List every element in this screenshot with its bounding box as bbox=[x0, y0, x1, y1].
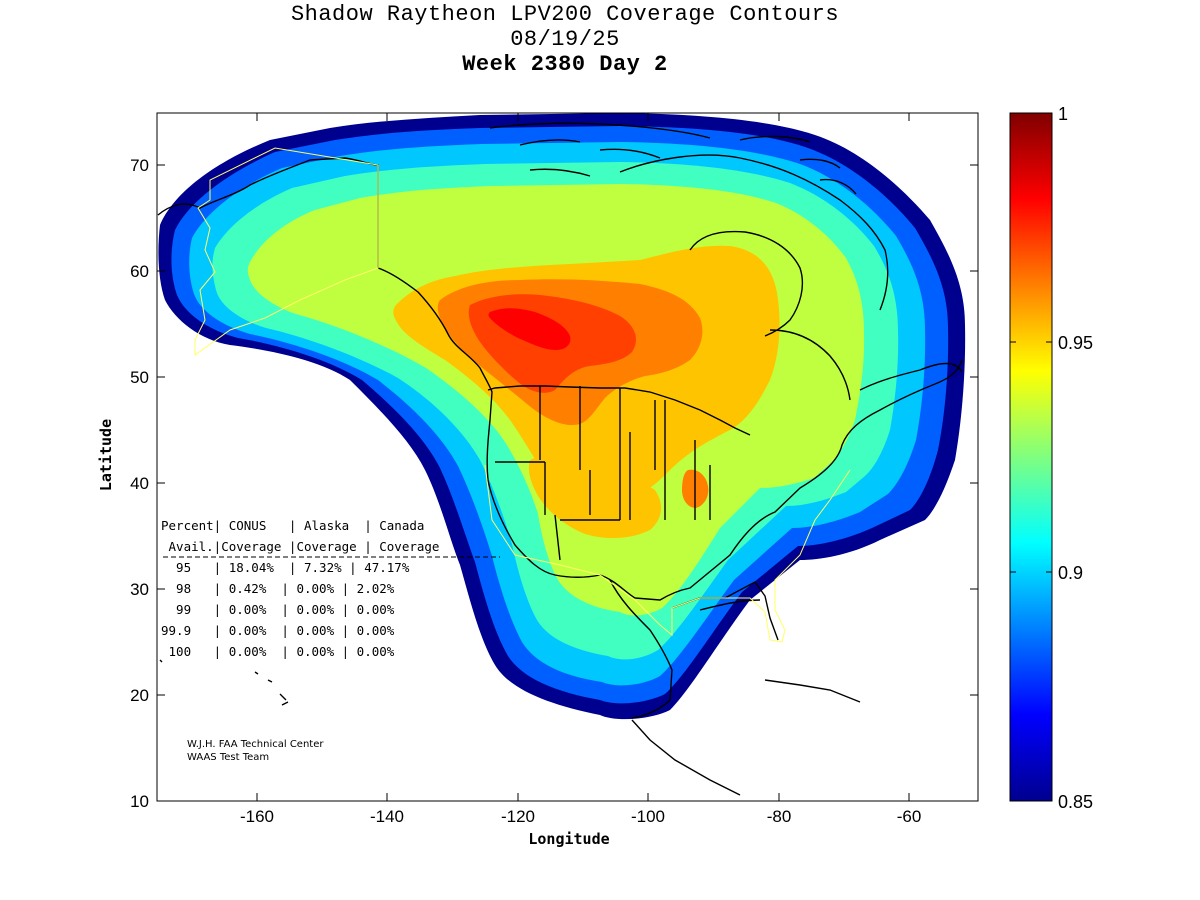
chart-date: 08/19/25 bbox=[510, 27, 620, 52]
x-tick-marks bbox=[256, 113, 910, 801]
colorbar bbox=[1009, 112, 1053, 802]
colorbar-label: 0.9 bbox=[1058, 563, 1083, 583]
x-axis-title: Longitude bbox=[528, 830, 609, 848]
y-axis-title: Latitude bbox=[97, 419, 115, 491]
x-tick-label: -120 bbox=[501, 807, 535, 826]
chart-week-day: Week 2380 Day 2 bbox=[462, 52, 668, 77]
colorbar-ticks bbox=[1010, 112, 1052, 802]
y-tick-label: 40 bbox=[130, 474, 149, 493]
x-tick-label: -100 bbox=[631, 807, 665, 826]
stats-row: 98 | 0.42% | 0.00% | 2.02% bbox=[161, 581, 395, 596]
stats-table: Percent| CONUS | Alaska | Canada Avail.|… bbox=[161, 518, 500, 659]
contour-band-095-south bbox=[528, 453, 662, 539]
coverage-contours bbox=[158, 113, 966, 720]
x-tick-label: -80 bbox=[767, 807, 792, 826]
y-tick-label: 50 bbox=[130, 368, 149, 387]
stats-header-2: Avail.|Coverage |Coverage | Coverage bbox=[161, 539, 439, 554]
y-tick-label: 70 bbox=[130, 156, 149, 175]
x-tick-label: -140 bbox=[370, 807, 404, 826]
y-tick-label: 30 bbox=[130, 580, 149, 599]
chart-title: Shadow Raytheon LPV200 Coverage Contours bbox=[290, 2, 840, 27]
contour-band-max bbox=[488, 308, 571, 350]
stats-row: 99.9 | 0.00% | 0.00% | 0.00% bbox=[161, 623, 395, 638]
x-tick-label: -60 bbox=[897, 807, 922, 826]
coastlines bbox=[157, 122, 963, 796]
credit-line-1: W.J.H. FAA Technical Center bbox=[187, 739, 324, 750]
y-tick-label: 10 bbox=[130, 792, 149, 811]
credit-line-2: WAAS Test Team bbox=[187, 752, 269, 763]
colorbar-label: 0.85 bbox=[1058, 792, 1093, 812]
service-volume-outline bbox=[194, 147, 851, 643]
stats-row: 100 | 0.00% | 0.00% | 0.00% bbox=[161, 644, 395, 659]
stats-header-1: Percent| CONUS | Alaska | Canada bbox=[161, 518, 424, 533]
x-tick-label: -160 bbox=[240, 807, 274, 826]
colorbar-label: 1 bbox=[1058, 104, 1068, 124]
y-tick-marks bbox=[157, 164, 978, 802]
plot-frame bbox=[156, 112, 979, 802]
y-tick-label: 20 bbox=[130, 686, 149, 705]
colorbar-label: 0.95 bbox=[1058, 333, 1093, 353]
stats-row: 99 | 0.00% | 0.00% | 0.00% bbox=[161, 602, 395, 617]
y-tick-label: 60 bbox=[130, 262, 149, 281]
stats-row: 95 | 18.04% | 7.32% | 47.17% bbox=[161, 560, 410, 575]
